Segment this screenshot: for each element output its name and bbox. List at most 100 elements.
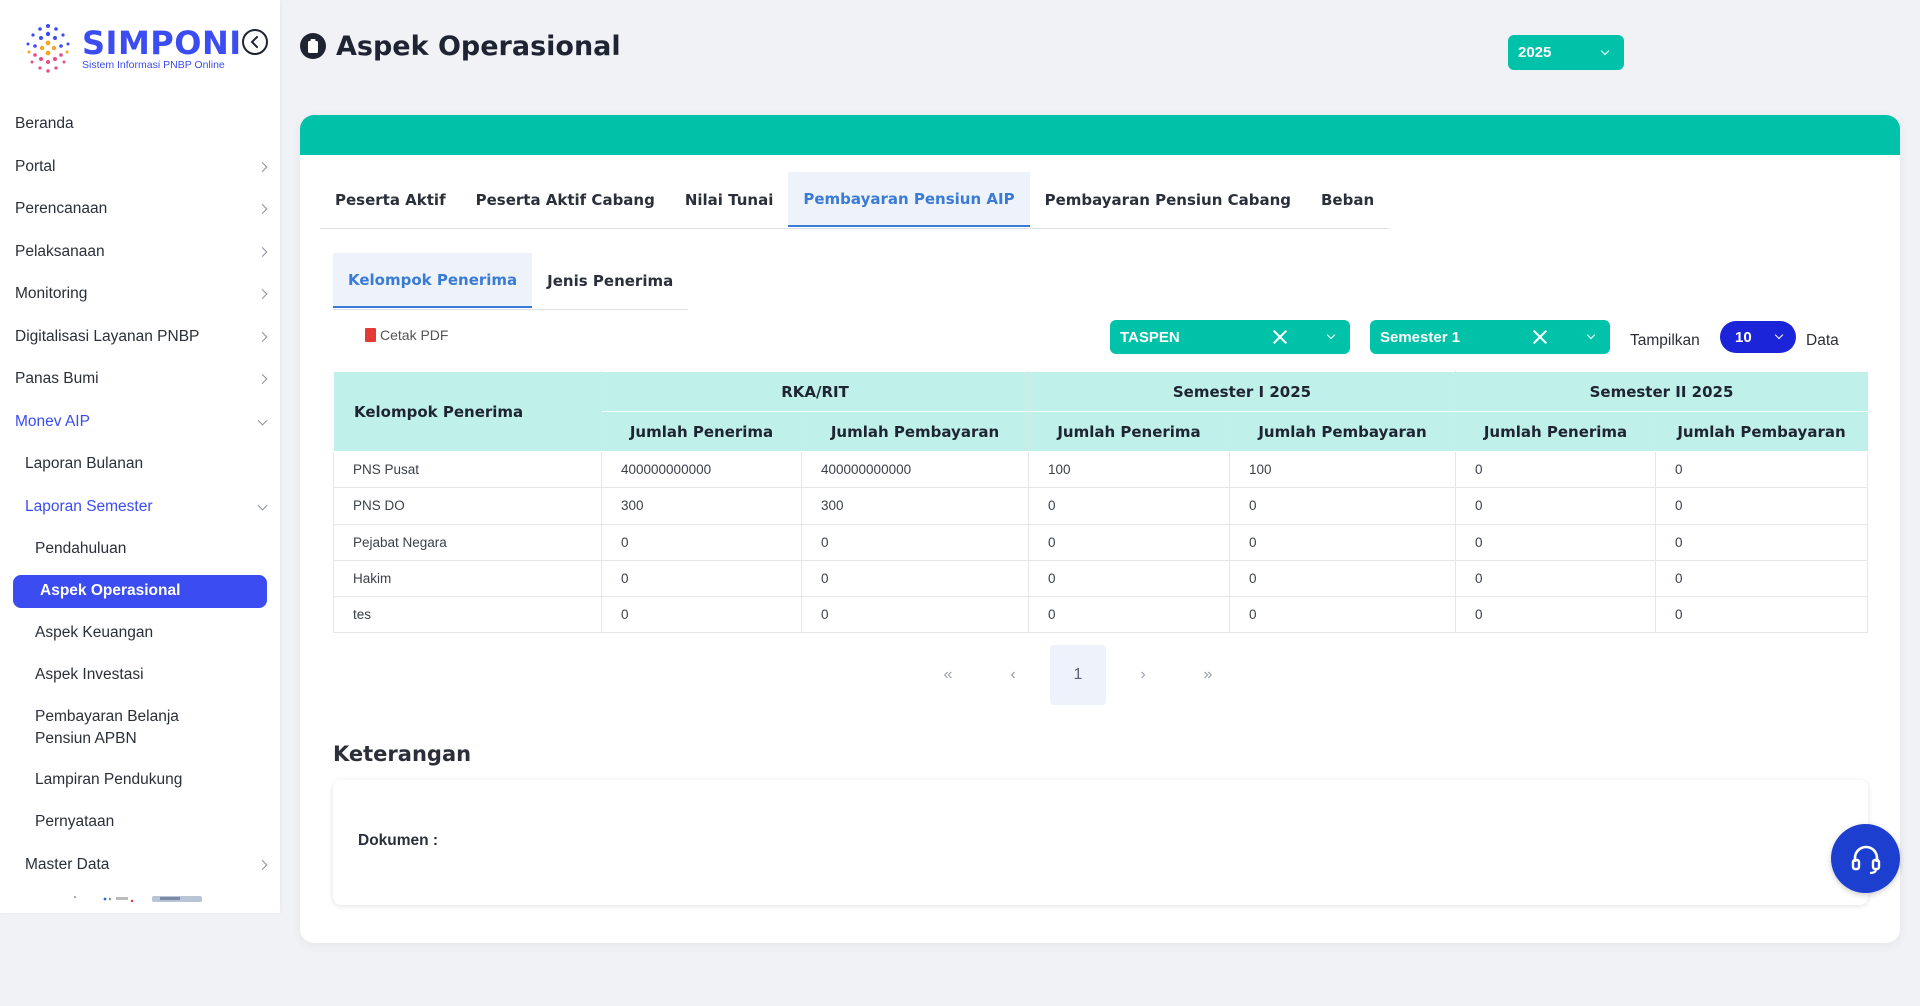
page-number-button[interactable]: 1 [1050,645,1106,705]
table-cell: 400000000000 [601,451,802,489]
table-cell: 0 [1028,487,1230,525]
column-header: Jumlah Pembayaran [801,411,1029,452]
year-select[interactable]: 2025 [1508,35,1624,70]
sidebar-item-aspek-keuangan[interactable]: Aspek Keuangan [0,612,280,655]
table-cell: 0 [1229,560,1456,598]
table-cell: 0 [1655,596,1868,634]
clear-icon[interactable] [1272,329,1288,345]
sidebar-item-beranda[interactable]: Beranda [0,103,280,146]
chevron-right-icon [257,331,268,342]
table-cell: 0 [1229,487,1456,525]
keterangan-box: Dokumen : [333,780,1868,905]
chevron-left-icon [250,36,258,48]
table-cell: 0 [801,560,1029,598]
chevron-down-icon [257,500,268,511]
sidebar: SIMPONI Sistem Informasi PNBP Online Ber… [0,0,280,913]
page-size-select[interactable]: 10 [1720,321,1796,353]
sidebar-item-aspek-operasional[interactable]: Aspek Operasional [13,574,267,608]
tab-pembayaran-pensiun-cabang[interactable]: Pembayaran Pensiun Cabang [1044,190,1291,209]
sidebar-item-label: Pendahuluan [35,540,127,558]
table-cell: 0 [1028,524,1230,561]
next-page-button[interactable]: › [1140,666,1146,683]
sidebar-item-label: Laporan Bulanan [25,455,144,473]
chevron-down-icon [1326,330,1336,340]
table-row: Hakim 0 0 0 0 0 0 [333,560,1868,598]
tab-pembayaran-pensiun-aip[interactable]: Pembayaran Pensiun AIP [788,172,1030,227]
recipients-table: Kelompok Penerima RKA/RIT Semester I 202… [333,371,1868,634]
last-page-button[interactable]: » [1203,666,1213,683]
first-page-button[interactable]: « [943,666,953,683]
help-support-button[interactable] [1831,824,1900,893]
sidebar-item-label: Pelaksanaan [15,242,105,260]
main-card: Peserta Aktif Peserta Aktif Cabang Nilai… [300,115,1900,943]
sidebar-item-master-data[interactable]: Master Data [0,844,280,887]
sidebar-item-monev-aip[interactable]: Monev AIP [0,401,280,444]
organization-filter[interactable]: TASPEN [1110,320,1350,354]
table-cell: 0 [1655,560,1868,598]
sidebar-item-lampiran-pendukung[interactable]: Lampiran Pendukung [0,759,280,802]
semester-filter-value: Semester 1 [1380,328,1461,346]
chevron-right-icon [257,246,268,257]
sidebar-item-aspek-investasi[interactable]: Aspek Investasi [0,654,280,697]
sidebar-collapse-button[interactable] [242,29,268,55]
table-cell: 0 [601,560,802,598]
chevron-right-icon [257,161,268,172]
table-cell: PNS DO [333,487,602,525]
chevron-right-icon [257,374,268,385]
tab-beban[interactable]: Beban [1321,190,1375,209]
logo-name: SIMPONI [82,23,242,62]
sidebar-item-label: Portal [15,157,56,175]
sidebar-item-monitoring[interactable]: Monitoring [0,273,280,316]
table-cell: 0 [1028,596,1230,634]
organization-filter-value: TASPEN [1120,328,1180,346]
sidebar-item-laporan-semester[interactable]: Laporan Semester [0,486,280,529]
chevron-right-icon [257,289,268,300]
table-cell: 0 [1655,524,1868,561]
table-cell: 0 [1028,560,1230,598]
table-cell: 0 [1455,487,1656,525]
table-cell: PNS Pusat [333,451,602,489]
sidebar-item-label: Perencanaan [15,200,108,218]
subtab-kelompok-penerima[interactable]: Kelompok Penerima [333,253,533,308]
sidebar-item-panas-bumi[interactable]: Panas Bumi [0,358,280,401]
sidebar-item-pembayaran-belanja-pensiun[interactable]: Pembayaran Belanja Pensiun APBN [0,697,280,759]
tab-nilai-tunai[interactable]: Nilai Tunai [684,190,774,209]
sidebar-item-laporan-bulanan[interactable]: Laporan Bulanan [0,443,280,486]
section-title-keterangan: Keterangan [333,742,472,766]
sidebar-item-portal[interactable]: Portal [0,146,280,189]
column-header: Kelompok Penerima [333,371,602,452]
sidebar-item-label: Aspek Investasi [35,666,144,684]
sidebar-item-perencanaan[interactable]: Perencanaan [0,188,280,231]
tab-peserta-aktif-cabang[interactable]: Peserta Aktif Cabang [475,190,655,209]
logo[interactable]: SIMPONI Sistem Informasi PNBP Online [18,18,241,78]
sidebar-item-label: Monitoring [15,285,88,303]
clear-icon[interactable] [1532,329,1548,345]
table-row: Pejabat Negara 0 0 0 0 0 0 [333,524,1868,561]
sidebar-footer-logos [70,892,220,904]
sidebar-item-label: Pembayaran Belanja Pensiun APBN [35,707,179,747]
pdf-icon [365,328,376,342]
table-row: PNS Pusat 400000000000 400000000000 100 … [333,451,1868,489]
table-cell: 300 [601,487,802,525]
sidebar-item-pendahuluan[interactable]: Pendahuluan [0,528,280,571]
column-header: Jumlah Penerima [601,411,802,452]
sidebar-item-pernyataan[interactable]: Pernyataan [0,801,280,844]
table-cell: 0 [1455,524,1656,561]
chevron-down-icon [1600,46,1610,56]
sidebar-item-label: Digitalisasi Layanan PNBP [15,327,200,345]
prev-page-button[interactable]: ‹ [1010,666,1016,683]
card-header-band [300,115,1900,155]
print-pdf-button[interactable]: Cetak PDF [365,327,448,343]
chevron-right-icon [257,859,268,870]
sidebar-item-pelaksanaan[interactable]: Pelaksanaan [0,231,280,274]
subtab-jenis-penerima[interactable]: Jenis Penerima [547,271,674,290]
table-cell: 0 [1229,524,1456,561]
column-header: Jumlah Pembayaran [1655,411,1868,452]
sidebar-item-digitalisasi[interactable]: Digitalisasi Layanan PNBP [0,316,280,359]
sidebar-item-label: Pernyataan [35,813,115,831]
tab-peserta-aktif[interactable]: Peserta Aktif [335,190,446,209]
main-tabs: Peserta Aktif Peserta Aktif Cabang Nilai… [320,172,1390,229]
show-label: Tampilkan [1630,332,1700,349]
semester-filter[interactable]: Semester 1 [1370,320,1610,354]
sidebar-item-label: Panas Bumi [15,370,99,388]
